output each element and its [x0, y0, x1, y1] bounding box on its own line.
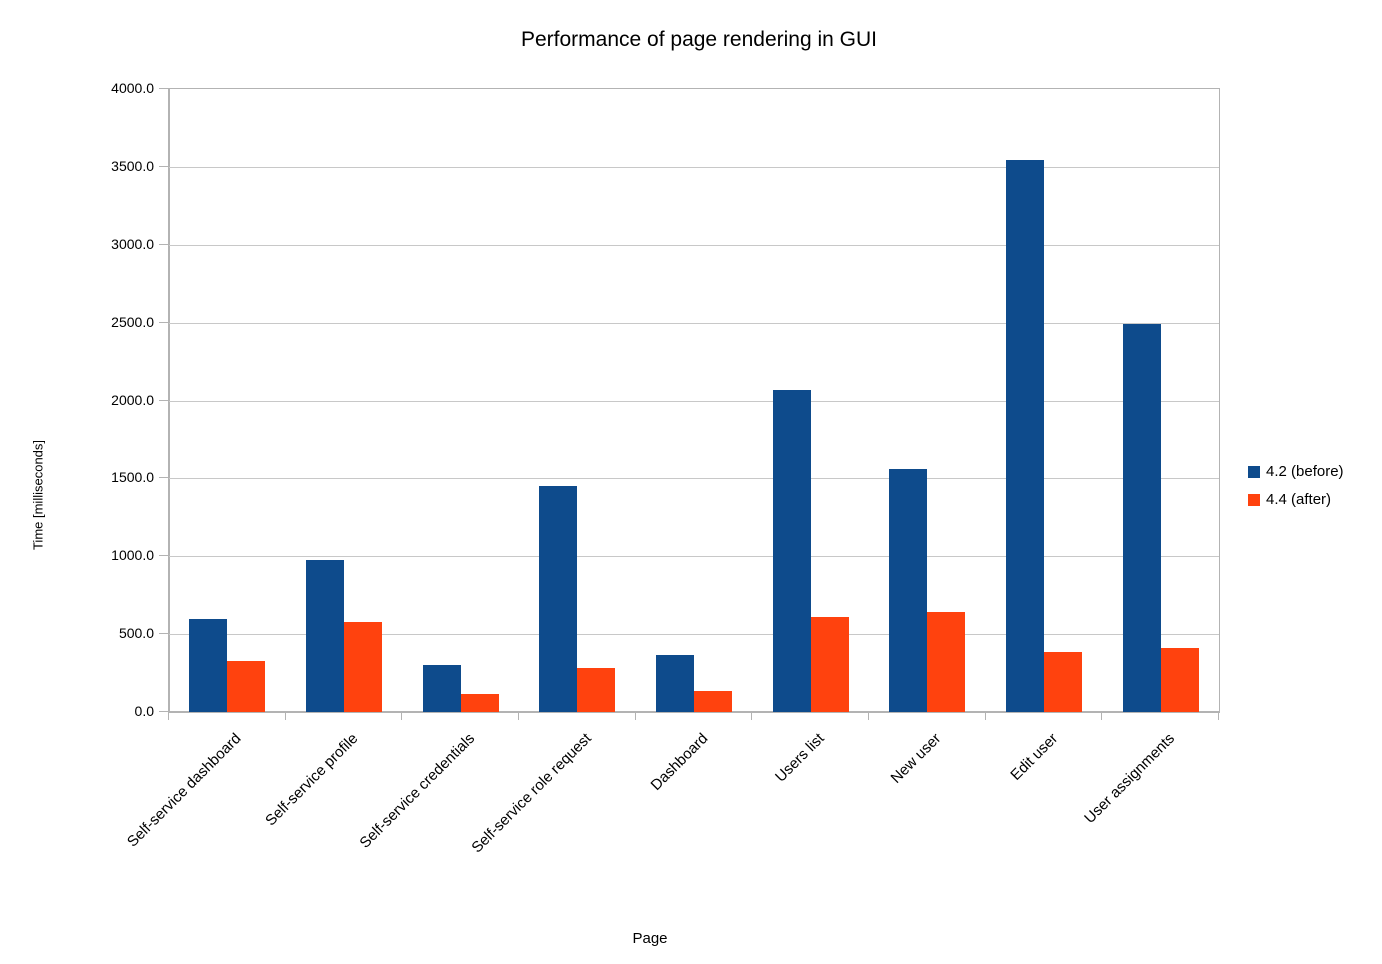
y-tick-mark	[159, 555, 168, 557]
y-tick-mark	[159, 165, 168, 167]
bar-after	[810, 617, 849, 712]
legend-swatch	[1248, 493, 1260, 506]
legend-swatch	[1248, 465, 1260, 478]
bar-before	[422, 665, 461, 712]
bar-after	[1044, 652, 1082, 712]
gridline	[169, 166, 1219, 168]
legend-item: 4.2 (before)	[1248, 463, 1344, 480]
x-tick-mark	[751, 712, 753, 720]
y-tick-label: 4000.0	[111, 80, 154, 96]
x-tick-mark	[518, 712, 519, 720]
bar-before	[772, 390, 811, 712]
x-tick-mark	[1101, 712, 1103, 720]
y-tick-label: 0.0	[134, 703, 154, 719]
bar-after	[694, 690, 732, 712]
bar-after	[1160, 648, 1199, 712]
gridline	[169, 322, 1219, 324]
gridline	[169, 244, 1219, 246]
y-tick-mark	[159, 321, 168, 323]
x-tick-mark	[168, 712, 169, 720]
x-tick-mark	[401, 712, 403, 720]
y-tick-mark	[159, 243, 168, 245]
gridline	[169, 634, 1219, 636]
gridline	[169, 478, 1219, 480]
plot-area	[168, 88, 1220, 713]
x-category-label: Self-service profile	[261, 730, 362, 830]
bar-after	[927, 611, 966, 712]
y-tick-label: 2500.0	[111, 313, 154, 330]
bar-after	[460, 694, 499, 712]
x-axis-line	[168, 711, 1220, 713]
bar-before	[1006, 159, 1044, 712]
y-tick-label: 500.0	[118, 625, 154, 642]
legend: 4.2 (before) 4.4 (after)	[1248, 463, 1344, 519]
bar-after	[227, 661, 266, 712]
x-category-label: User assignments	[1080, 730, 1178, 827]
bar-before	[889, 469, 928, 712]
x-tick-mark	[1218, 712, 1219, 720]
legend-label: 4.4 (after)	[1266, 491, 1332, 508]
bar-after	[344, 621, 382, 712]
legend-label: 4.2 (before)	[1266, 463, 1344, 480]
gridline	[169, 400, 1219, 402]
x-category-label: Self-service role request	[467, 730, 595, 857]
x-tick-mark	[868, 712, 869, 720]
x-category-label: Users list	[772, 730, 828, 786]
y-tick-mark	[159, 477, 168, 479]
x-tick-mark	[284, 712, 286, 720]
bar-before	[656, 655, 694, 712]
y-tick-mark	[159, 88, 168, 89]
x-category-label: Edit user	[1007, 730, 1062, 784]
y-tick-label: 1500.0	[111, 469, 154, 486]
y-tick-label: 2000.0	[111, 391, 154, 408]
x-tick-mark	[984, 712, 986, 720]
x-category-label: Dashboard	[647, 730, 712, 794]
bar-before	[539, 486, 578, 712]
chart-title: Performance of page rendering in GUI	[520, 28, 878, 51]
bar-before	[306, 560, 344, 712]
x-category-label: Self-service credentials	[356, 730, 478, 852]
y-axis-title: Time [milliseconds]	[30, 439, 46, 551]
bar-after	[577, 668, 616, 712]
y-tick-mark	[159, 399, 168, 401]
bar-before	[189, 618, 228, 712]
x-axis-title: Page	[632, 930, 668, 947]
y-tick-mark	[159, 711, 168, 712]
y-tick-mark	[159, 633, 168, 635]
bar-before	[1122, 324, 1161, 712]
x-tick-mark	[634, 712, 636, 720]
y-tick-label: 1000.0	[111, 547, 154, 564]
x-category-label: New user	[887, 730, 945, 787]
legend-item: 4.4 (after)	[1248, 491, 1344, 508]
x-category-label: Self-service dashboard	[123, 730, 245, 851]
y-tick-label: 3500.0	[111, 157, 154, 174]
gridline	[169, 556, 1219, 558]
y-tick-label: 3000.0	[111, 235, 154, 252]
